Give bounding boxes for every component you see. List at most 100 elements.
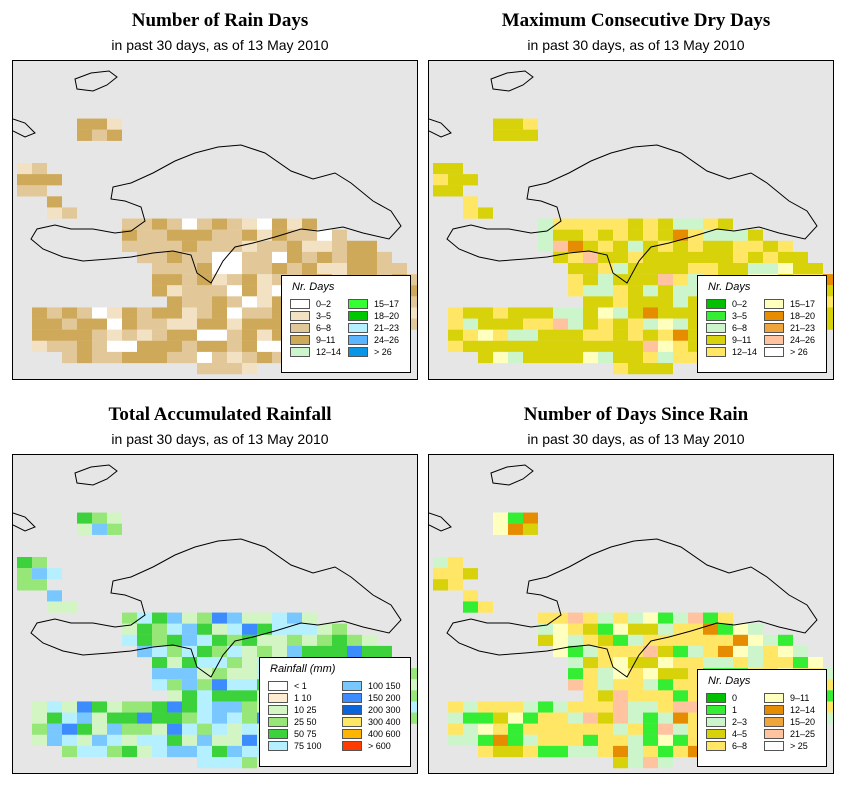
grid-cell [568,634,583,647]
grid-cell [613,274,628,286]
grid-cell [613,623,628,635]
grid-cell [673,745,688,758]
grid-cell [583,296,598,308]
grid-cell [778,634,793,647]
grid-cell [478,701,493,713]
panel-title: Total Accumulated Rainfall [108,404,332,425]
grid-cell [628,229,643,241]
grid-cell [242,712,257,724]
legend-swatch [342,693,362,703]
grid-cell [478,351,493,364]
grid-cell [302,645,317,658]
grid-cell [553,701,568,713]
grid-cell [613,745,628,758]
grid-cell [703,218,718,230]
grid-cell [553,229,568,241]
grid-cell [628,285,643,297]
grid-cell [643,668,658,680]
grid-cell [182,285,197,297]
grid-cell [493,523,508,535]
grid-cell [332,229,347,241]
grid-cell [568,263,583,275]
grid-cell [377,263,392,275]
grid-cell [688,745,703,758]
grid-cell [107,712,122,724]
grid-cell [703,240,718,253]
grid-cell [673,263,688,275]
grid-cell [778,240,793,253]
grid-cell [448,734,463,747]
grid-cell [613,296,628,308]
grid-cell [658,623,673,635]
grid-cell [463,318,478,330]
grid-cell [227,634,242,647]
grid-cell [62,723,77,735]
grid-cell [808,263,823,275]
grid-cell [122,218,137,230]
grid-cell [478,745,493,758]
grid-cell [242,307,257,319]
grid-cell [32,174,47,186]
grid-cell [77,351,92,364]
grid-cell [332,240,347,253]
legend-label: 3–5 [316,311,332,321]
grid-cell [122,351,137,364]
grid-cell [227,712,242,724]
grid-cell [182,340,197,353]
grid-cell [122,329,137,341]
grid-cell [658,690,673,702]
grid-cell [688,351,703,364]
grid-cell [152,712,167,724]
grid-cell [227,340,242,353]
grid-cell [47,307,62,319]
grid-cell [212,285,227,297]
grid-cell [643,712,658,724]
grid-cell [613,318,628,330]
panel-title: Number of Days Since Rain [523,404,749,425]
grid-cell [182,329,197,341]
grid-cell [182,263,197,275]
legend-label: 21–23 [374,323,400,333]
grid-cell [613,251,628,264]
grid-cell [242,274,257,286]
grid-cell [508,129,523,141]
grid-cell [62,307,77,319]
grid-cell [47,734,62,747]
grid-cell [152,668,167,680]
grid-cell [478,723,493,735]
grid-cell [242,634,257,647]
grid-cell [448,174,463,186]
grid-cell [302,218,317,230]
grid-cell [448,307,463,319]
legend-swatch [764,323,784,333]
grid-cell [152,240,167,253]
grid-cell [688,296,703,308]
grid-cell [448,723,463,735]
grid-cell [287,645,302,658]
grid-cell [362,240,377,253]
grid-cell [568,318,583,330]
grid-cell [212,712,227,724]
grid-cell [212,229,227,241]
grid-cell [407,274,417,286]
grid-cell [553,712,568,724]
grid-cell [32,185,47,197]
grid-cell [778,657,793,669]
grid-cell [688,251,703,264]
grid-cell [272,285,287,297]
grid-cell [92,307,107,319]
grid-cell [613,679,628,691]
grid-cell [272,307,287,319]
grid-cell [212,745,227,758]
grid-cell [643,623,658,635]
grid-cell [448,329,463,341]
grid-cell [823,668,833,680]
grid-cell [212,645,227,658]
legend-label: 200 300 [368,705,401,715]
grid-cell [778,263,793,275]
grid-cell [538,307,553,319]
legend-label: 18–20 [790,311,816,321]
grid-cell [823,701,833,713]
legend-label: > 600 [368,741,391,751]
grid-cell [628,251,643,264]
